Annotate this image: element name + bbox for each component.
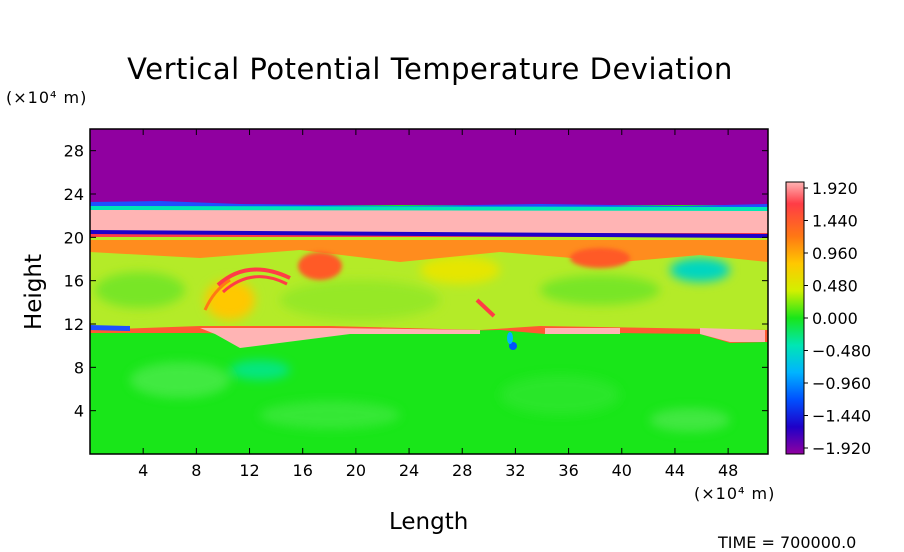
- plot-frame: [89, 128, 769, 455]
- x-tick-label: 36: [558, 461, 578, 480]
- colorbar-tick-label: 0.960: [812, 244, 858, 263]
- x-tick-label: 16: [293, 461, 313, 480]
- x-tick-label: 8: [191, 461, 201, 480]
- region-top: [90, 129, 768, 205]
- colorbar-tick-label: 1.920: [812, 179, 858, 198]
- colorbar: [785, 181, 805, 455]
- colorbar-labels: 1.920 1.440 0.960 0.480 0.000 −0.480 −0.960 −1.…: [804, 179, 871, 458]
- y-tick-label: 12: [64, 315, 84, 334]
- y-axis: 4 8 12 16 20 24 28: [64, 142, 768, 421]
- colorbar-tick-label: −1.440: [812, 407, 871, 426]
- heatmap-field: [90, 129, 768, 454]
- y-tick-label: 20: [64, 228, 84, 247]
- region-warm-layer: [200, 328, 480, 348]
- region-upper-pink: [90, 210, 768, 233]
- x-tick-label: 28: [452, 461, 472, 480]
- colorbar-tick-label: −0.960: [812, 374, 871, 393]
- chart-title: Vertical Potential Temperature Deviation: [127, 52, 733, 86]
- region-cold-band: [90, 230, 768, 238]
- x-axis-unit: (×10⁴ m): [694, 484, 776, 503]
- y-tick-label: 4: [74, 402, 84, 421]
- colorbar-tick-label: 0.000: [812, 309, 858, 328]
- x-tick-label: 4: [138, 461, 148, 480]
- x-axis: 4 8 12 16 20 24 28 32 36 40 44 48: [138, 129, 738, 480]
- y-tick-label: 8: [74, 358, 84, 377]
- y-tick-label: 24: [64, 185, 84, 204]
- colorbar-tick-label: −1.920: [812, 439, 871, 458]
- x-tick-label: 48: [718, 461, 738, 480]
- y-tick-label: 28: [64, 142, 84, 161]
- colorbar-tick-label: −0.480: [812, 342, 871, 361]
- x-tick-label: 44: [665, 461, 685, 480]
- y-axis-unit: (×10⁴ m): [6, 88, 88, 107]
- x-tick-label: 24: [399, 461, 419, 480]
- x-tick-label: 40: [612, 461, 632, 480]
- x-tick-label: 12: [239, 461, 259, 480]
- x-axis-label: Length: [389, 509, 469, 535]
- y-tick-label: 16: [64, 272, 84, 291]
- x-tick-label: 20: [346, 461, 366, 480]
- colorbar-tick-label: 1.440: [812, 212, 858, 231]
- colorbar-tick-label: 0.480: [812, 277, 858, 296]
- x-tick-label: 32: [505, 461, 525, 480]
